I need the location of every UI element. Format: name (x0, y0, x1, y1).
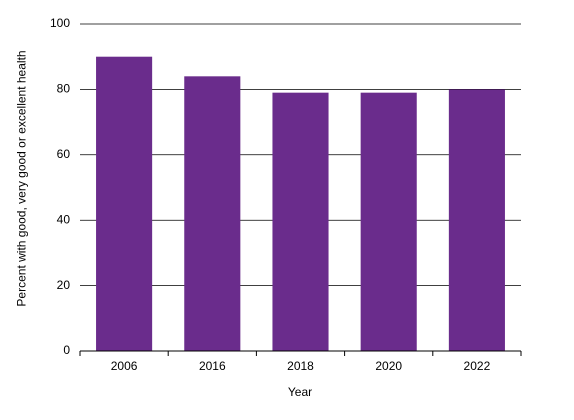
bar (448, 89, 505, 352)
bar (272, 92, 329, 352)
y-tick-label: 80 (57, 82, 71, 96)
x-tick-label: 2006 (111, 359, 138, 373)
bar (96, 56, 153, 351)
bar (360, 92, 417, 352)
y-tick-label: 20 (57, 278, 71, 292)
y-tick-label: 0 (63, 343, 70, 357)
y-axis-label: Percent with good, very good or excellen… (14, 50, 29, 307)
x-axis-label: Year (288, 385, 312, 399)
bar (184, 76, 241, 351)
x-tick-label: 2018 (287, 359, 314, 373)
y-tick-label: 100 (50, 16, 70, 30)
x-tick-label: 2020 (375, 359, 402, 373)
y-tick-label: 60 (57, 147, 71, 161)
y-tick-label: 40 (57, 212, 71, 226)
x-tick-label: 2016 (199, 359, 226, 373)
x-tick-label: 2022 (464, 359, 491, 373)
